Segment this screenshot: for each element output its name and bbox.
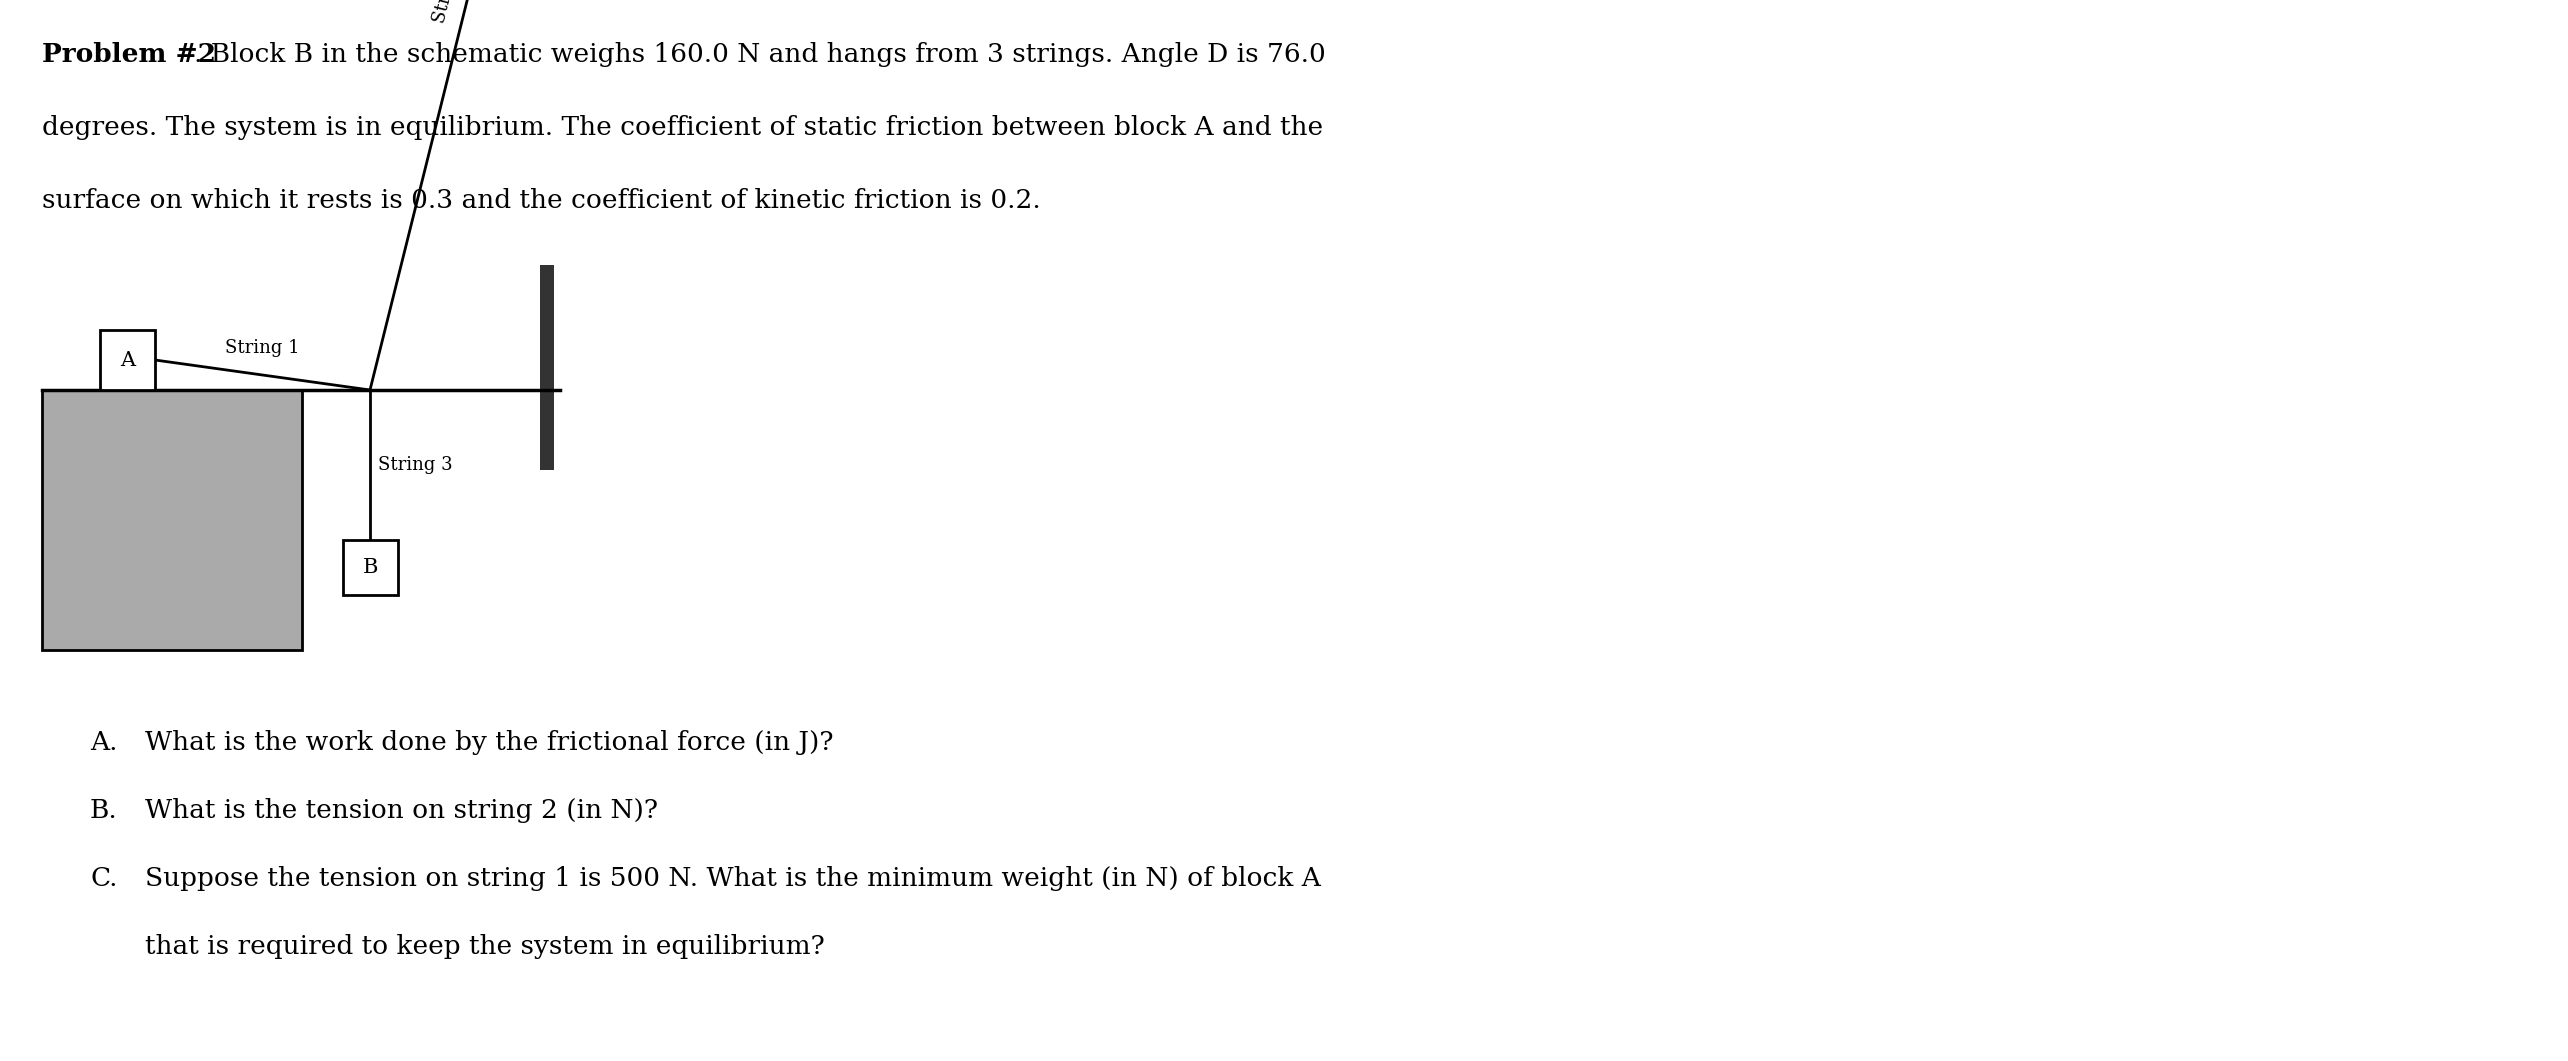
Text: What is the work done by the frictional force (in J)?: What is the work done by the frictional … <box>144 730 835 755</box>
Text: A: A <box>121 350 136 369</box>
Text: A.: A. <box>90 730 118 755</box>
Text: B.: B. <box>90 798 118 823</box>
Text: that is required to keep the system in equilibrium?: that is required to keep the system in e… <box>144 934 824 959</box>
Text: C.: C. <box>90 866 118 891</box>
Bar <box>100 330 154 390</box>
Text: String 2: String 2 <box>431 0 467 25</box>
Text: String 1: String 1 <box>226 340 300 356</box>
Text: String 3: String 3 <box>377 456 452 474</box>
Text: What is the tension on string 2 (in N)?: What is the tension on string 2 (in N)? <box>144 798 657 823</box>
Bar <box>41 390 303 650</box>
Text: Problem #2: Problem #2 <box>41 42 216 67</box>
Text: degrees. The system is in equilibrium. The coefficient of static friction betwee: degrees. The system is in equilibrium. T… <box>41 115 1323 140</box>
Text: . Block B in the schematic weighs 160.0 N and hangs from 3 strings. Angle D is 7: . Block B in the schematic weighs 160.0 … <box>195 42 1325 67</box>
Bar <box>344 540 398 595</box>
Bar <box>539 265 555 470</box>
Text: surface on which it rests is 0.3 and the coefficient of kinetic friction is 0.2.: surface on which it rests is 0.3 and the… <box>41 188 1040 213</box>
Text: B: B <box>362 558 377 577</box>
Text: Suppose the tension on string 1 is 500 N. What is the minimum weight (in N) of b: Suppose the tension on string 1 is 500 N… <box>144 866 1320 891</box>
